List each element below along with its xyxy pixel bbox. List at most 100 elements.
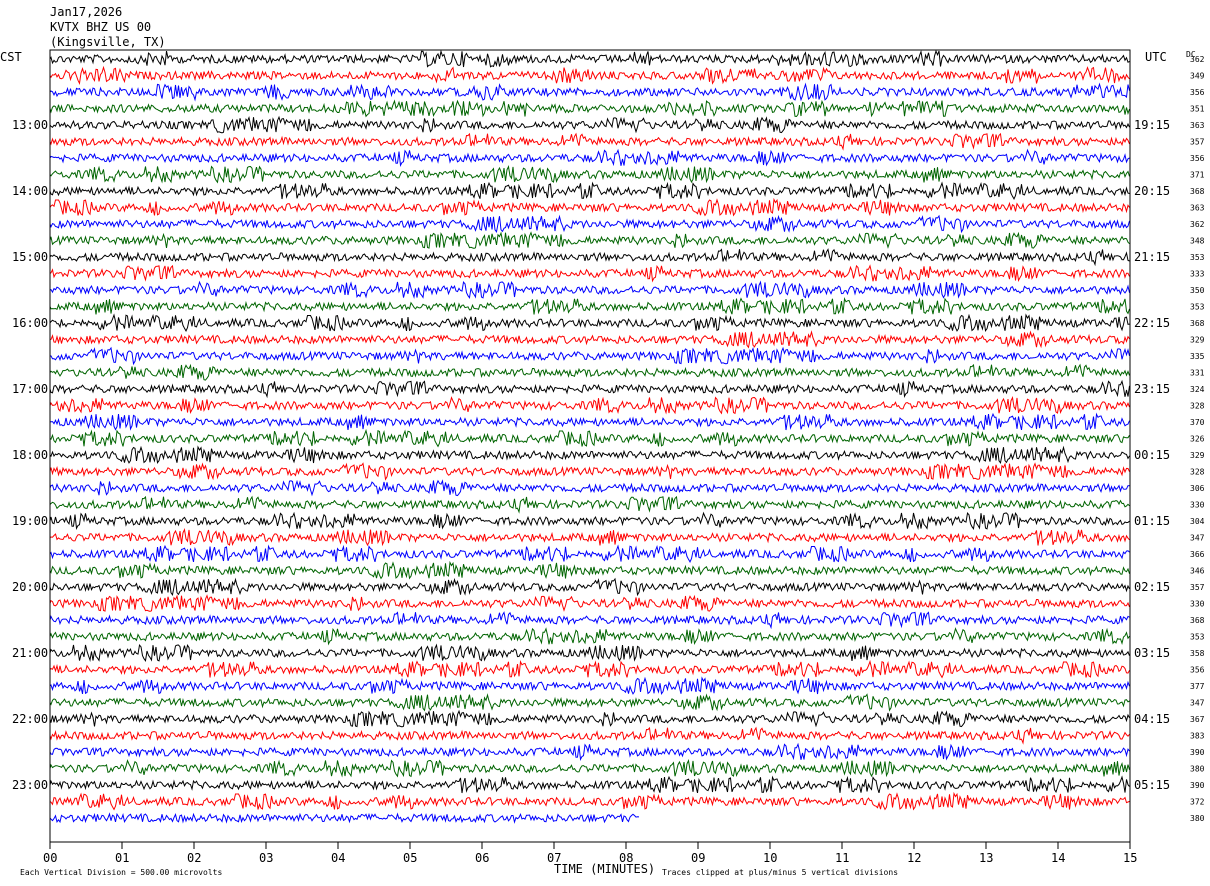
seismic-trace (49, 379, 1130, 399)
seismic-trace (49, 165, 1130, 184)
right-hour-label: 21:15 (1134, 250, 1170, 264)
seismic-trace (49, 396, 1130, 415)
seismic-trace (49, 264, 1130, 283)
dc-offset-label: 353 (1190, 303, 1205, 312)
dc-offset-label: 304 (1190, 517, 1205, 526)
dc-offset-label: 346 (1190, 567, 1205, 576)
hour-labels: 13:00 14:00 15:00 16:00 17:00 18:00 19:00 20:00… (12, 118, 1170, 792)
seismic-trace (49, 231, 1130, 249)
seismic-trace (49, 594, 1130, 612)
left-hour-label: 21:00 (12, 646, 48, 660)
x-axis-title: TIME (MINUTES) (554, 862, 655, 876)
dc-offset-label: 363 (1190, 204, 1205, 213)
dc-offset-label: 377 (1190, 682, 1205, 691)
seismic-trace (49, 462, 1130, 481)
seismic-trace (49, 709, 1130, 728)
dc-offset-label: 370 (1190, 418, 1205, 427)
seismic-trace (49, 214, 1130, 234)
footer-clip-note: Traces clipped at plus/minus 5 vertical … (662, 868, 898, 877)
dc-offset-label: 356 (1190, 154, 1205, 163)
right-hour-label: 02:15 (1134, 580, 1170, 594)
dc-label: DC (1186, 50, 1196, 59)
dc-offset-label: 372 (1190, 798, 1205, 807)
dc-offset-label: 348 (1190, 237, 1205, 246)
left-hour-label: 16:00 (12, 316, 48, 330)
x-tick-label: 04 (331, 851, 345, 865)
x-tick-label: 08 (619, 851, 633, 865)
x-tick-label: 00 (43, 851, 57, 865)
left-hour-label: 23:00 (12, 778, 48, 792)
seismic-trace (49, 197, 1130, 217)
dc-offset-label: 390 (1190, 781, 1205, 790)
dc-offset-label: 351 (1190, 105, 1205, 114)
x-tick-label: 09 (691, 851, 705, 865)
left-hour-label: 20:00 (12, 580, 48, 594)
seismic-trace (49, 248, 1130, 267)
seismic-trace (49, 693, 1130, 712)
dc-offset-label: 328 (1190, 468, 1205, 477)
location-label: (Kingsville, TX) (50, 35, 166, 49)
dc-offset-label: 362 (1190, 220, 1205, 229)
x-tick-label: 02 (187, 851, 201, 865)
dc-offset-label: 353 (1190, 253, 1205, 262)
left-hour-label: 14:00 (12, 184, 48, 198)
seismic-trace (49, 82, 1130, 102)
left-hour-label: 13:00 (12, 118, 48, 132)
dc-offset-label: 306 (1190, 484, 1205, 493)
x-tick-label: 14 (1051, 851, 1065, 865)
dc-offset-label: 357 (1190, 138, 1205, 147)
dc-offset-label: 329 (1190, 451, 1205, 460)
seismic-trace (49, 577, 1130, 597)
seismic-trace (49, 49, 1130, 68)
footer-scale-note: Each Vertical Division = 500.00 microvol… (20, 868, 222, 877)
dc-offset-label: 380 (1190, 765, 1205, 774)
left-hour-label: 17:00 (12, 382, 48, 396)
x-tick-label: 13 (979, 851, 993, 865)
dc-offset-label: 350 (1190, 286, 1205, 295)
dc-offset-label: 349 (1190, 72, 1205, 81)
seismic-trace (49, 726, 1130, 745)
x-tick-label: 01 (115, 851, 129, 865)
seismic-trace (49, 445, 1130, 465)
dc-offset-label: 371 (1190, 171, 1205, 180)
seismic-trace (49, 775, 1130, 794)
dc-offset-label: 358 (1190, 649, 1205, 658)
dc-offset-label: 356 (1190, 88, 1205, 97)
dc-offset-label: 390 (1190, 748, 1205, 757)
x-tick-label: 03 (259, 851, 273, 865)
seismic-trace (49, 346, 1130, 366)
seismic-trace (49, 659, 1130, 679)
right-hour-label: 22:15 (1134, 316, 1170, 330)
seismic-trace (49, 627, 1130, 646)
date-label: Jan17,2026 (50, 5, 122, 19)
seismic-trace (49, 148, 1130, 167)
seismic-trace (49, 759, 1130, 778)
dc-offset-label: 362 (1190, 55, 1205, 64)
seismic-trace (49, 330, 1130, 349)
dc-offset-label: 366 (1190, 550, 1205, 559)
left-hour-label: 18:00 (12, 448, 48, 462)
right-hour-label: 01:15 (1134, 514, 1170, 528)
dc-offset-label: 353 (1190, 633, 1205, 642)
x-tick-label: 11 (835, 851, 849, 865)
seismic-trace (49, 297, 1130, 315)
x-tick-label: 15 (1123, 851, 1137, 865)
dc-offset-label: 367 (1190, 715, 1205, 724)
seismic-trace (49, 643, 1130, 663)
dc-offset-label: 324 (1190, 385, 1205, 394)
right-hour-label: 04:15 (1134, 712, 1170, 726)
dc-offset-label: 328 (1190, 402, 1205, 411)
dc-offset-label: 331 (1190, 369, 1205, 378)
x-tick-label: 12 (907, 851, 921, 865)
dc-offset-label: 363 (1190, 121, 1205, 130)
seismic-trace (49, 115, 1130, 134)
right-hour-label: 00:15 (1134, 448, 1170, 462)
right-hour-label: 20:15 (1134, 184, 1170, 198)
seismic-trace (49, 479, 1130, 497)
seismic-trace (49, 495, 1130, 514)
seismic-trace (49, 560, 1130, 580)
left-hour-label: 19:00 (12, 514, 48, 528)
seismic-trace (49, 363, 1130, 381)
seismic-trace (49, 544, 1130, 563)
dc-offset-label: 326 (1190, 435, 1205, 444)
